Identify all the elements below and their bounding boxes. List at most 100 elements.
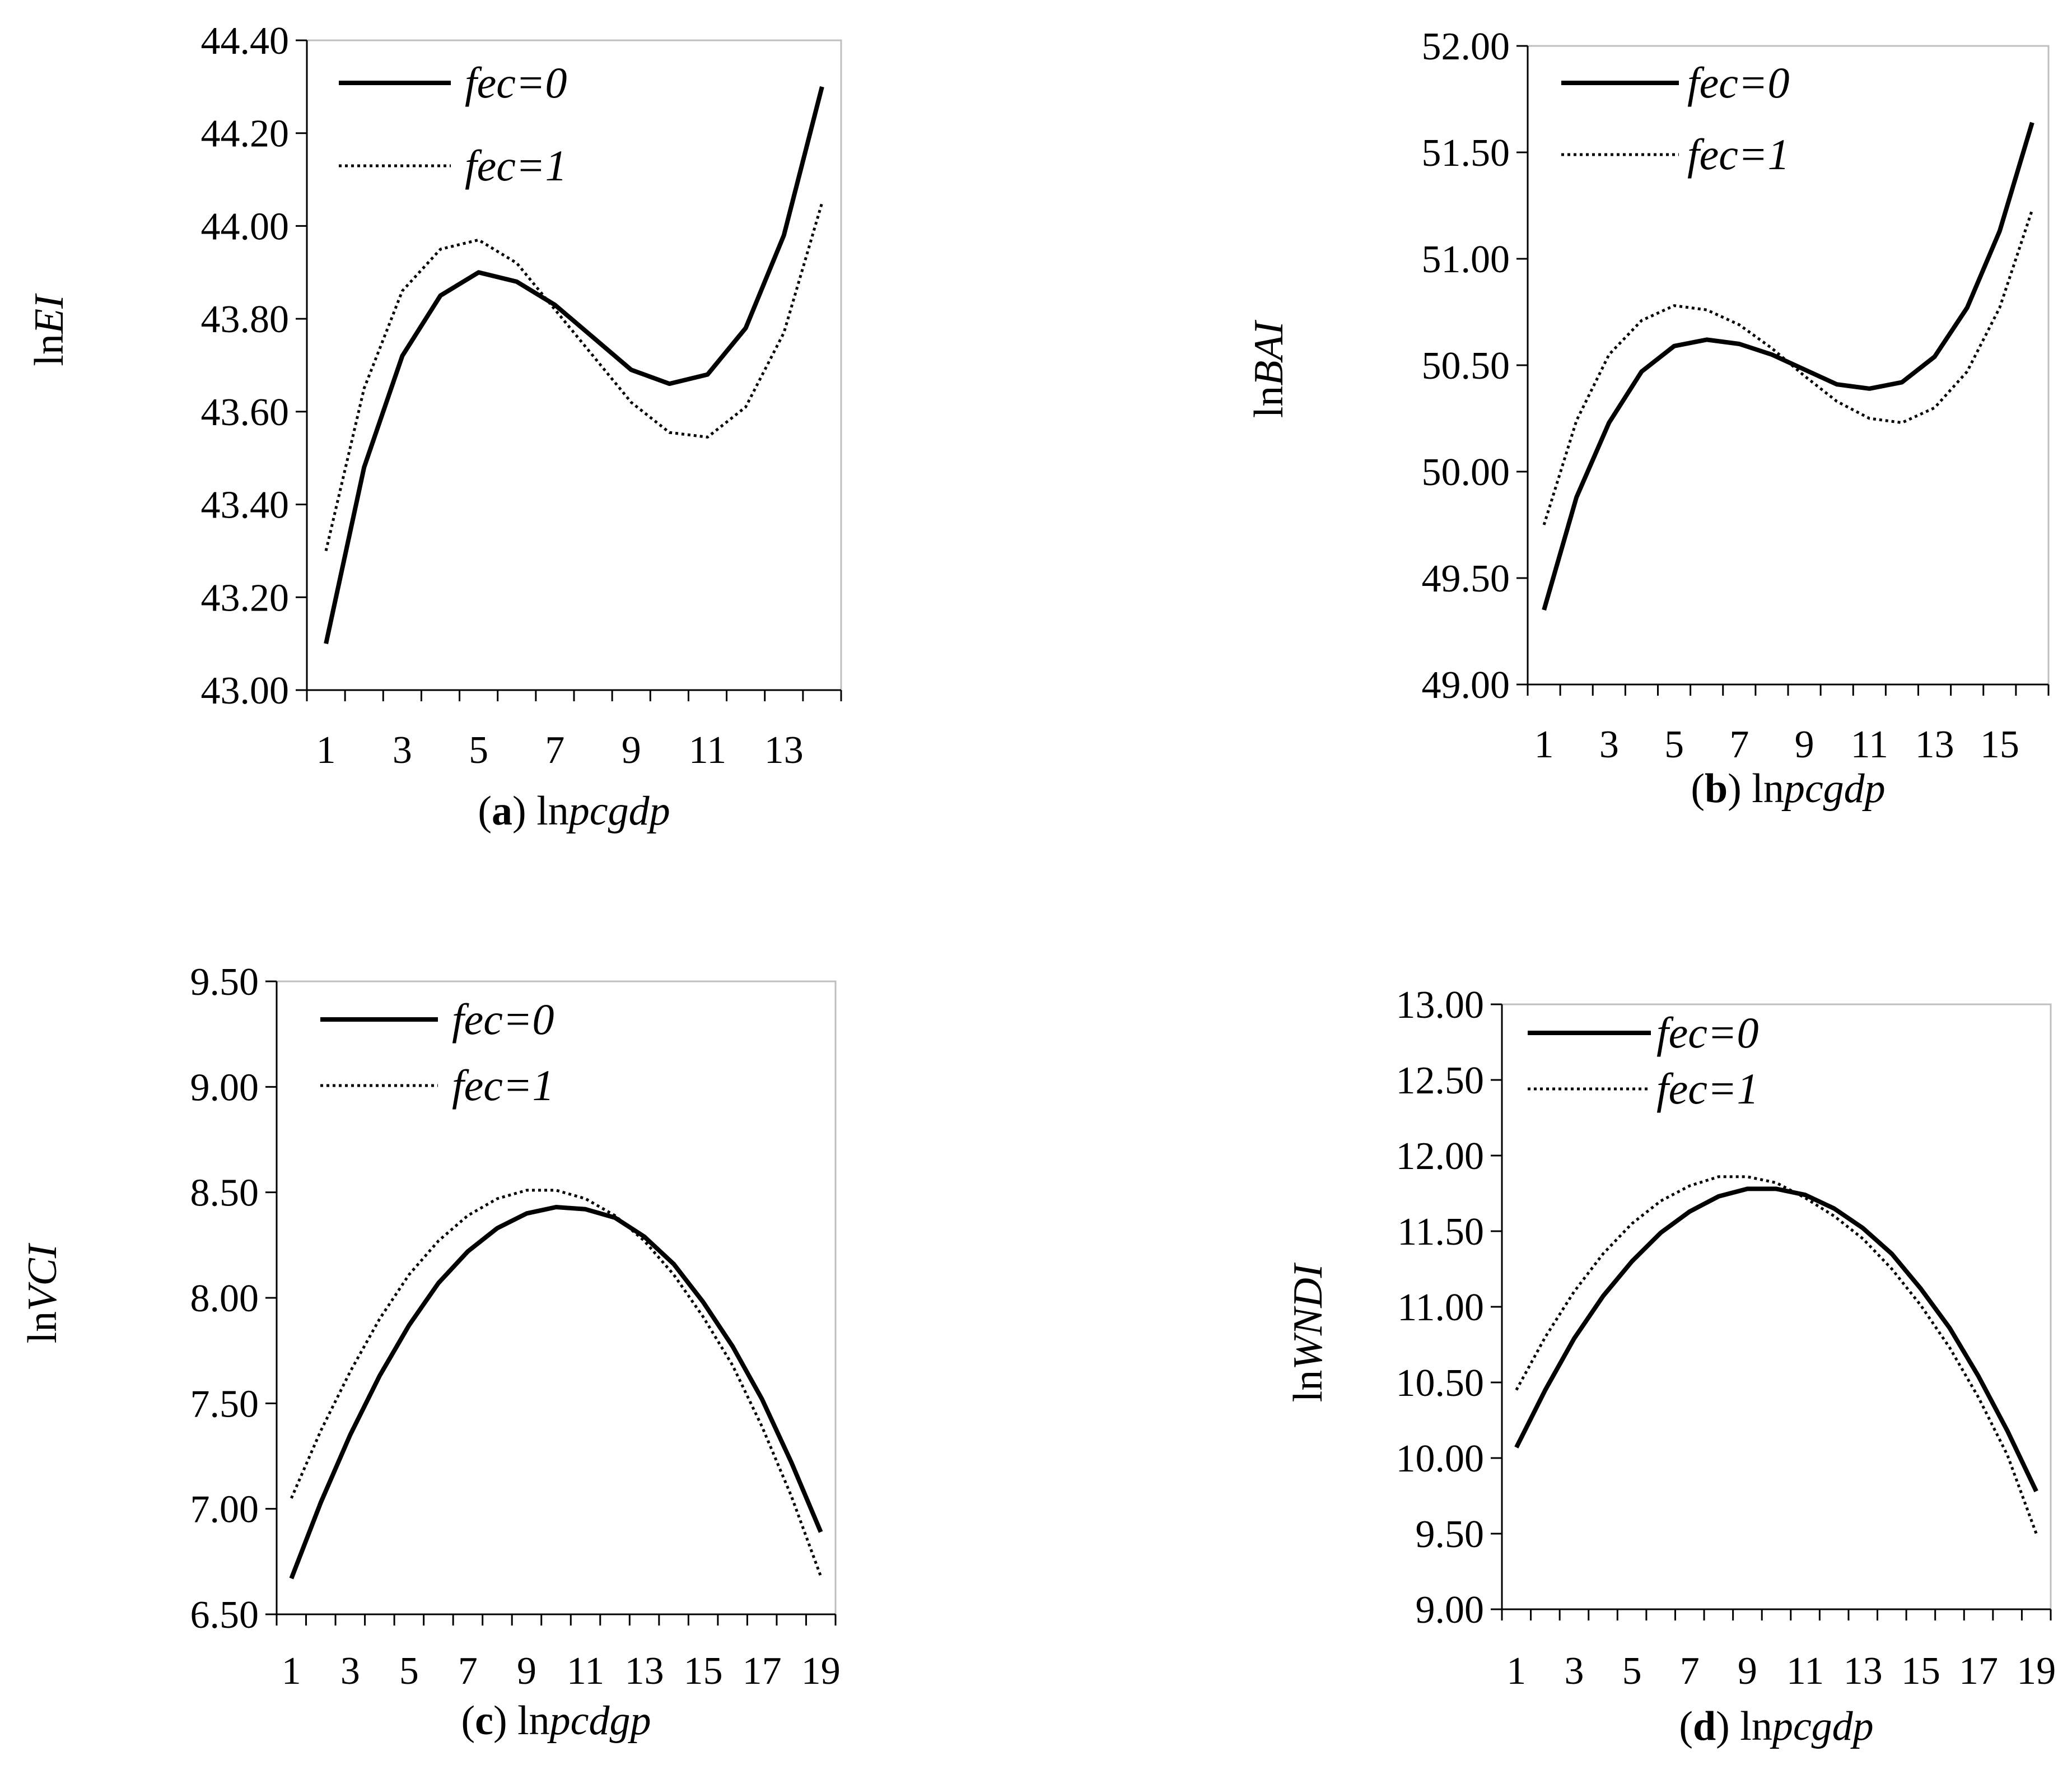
y-tick-label: 9.00 <box>1416 1589 1485 1632</box>
y-tick-label: 12.50 <box>1396 1059 1485 1102</box>
x-tick-label: 3 <box>393 729 412 772</box>
x-tick-label: 11 <box>689 729 726 772</box>
series-line-fec-0 <box>289 1205 823 1580</box>
series-line-fec-1 <box>324 202 824 551</box>
x-tick-label: 13 <box>1844 1650 1883 1693</box>
y-tick-label: 10.50 <box>1396 1362 1485 1405</box>
x-tick-label: 11 <box>1851 723 1888 766</box>
y-tick-label: 50.50 <box>1422 344 1510 388</box>
y-tick-label: 8.50 <box>190 1172 259 1215</box>
series-line-fec-0 <box>1542 122 2034 611</box>
y-tick-label: 51.00 <box>1422 238 1510 281</box>
x-tick-label: 5 <box>399 1650 419 1693</box>
y-axis-title: lnEI <box>26 293 72 366</box>
x-axis-title: (c) lnpcdgp <box>461 1698 651 1744</box>
x-tick-label: 5 <box>1664 723 1684 766</box>
y-tick-label: 43.40 <box>201 484 290 527</box>
y-axis-title: lnVCI <box>20 1242 66 1343</box>
x-tick-label: 11 <box>1786 1650 1824 1693</box>
x-tick-label: 7 <box>1680 1650 1700 1693</box>
x-tick-label: 7 <box>458 1650 478 1693</box>
y-tick-label: 49.50 <box>1422 557 1510 600</box>
chart-panel-a: 43.00 43.20 43.40 43.60 43.80 44.00 44.20 44.40… <box>26 20 842 834</box>
x-axis-title: (b) lnpcgdp <box>1691 766 1885 812</box>
y-tick-label: 44.20 <box>201 113 290 156</box>
y-tick-label: 12.00 <box>1396 1135 1485 1178</box>
series-line-fec-1 <box>290 1189 823 1577</box>
x-tick-label: 3 <box>340 1650 360 1693</box>
y-tick-label: 44.00 <box>201 205 290 248</box>
x-axis-title: (a) lnpcgdp <box>478 788 670 834</box>
legend-label: fec=1 <box>1656 1064 1759 1113</box>
plot-area-border <box>306 39 842 691</box>
series-line-fec-1 <box>1542 209 2034 525</box>
y-tick-label: 9.50 <box>190 961 259 1004</box>
x-tick-label: 19 <box>2017 1650 2056 1693</box>
y-axis-title: lnWNDI <box>1285 1262 1331 1402</box>
y-tick-label: 52.00 <box>1422 25 1510 68</box>
chart-panel-d: 9.00 9.50 10.00 10.50 11.00 11.50 12.00 12.50 13… <box>1285 984 2056 1749</box>
x-axis-title: (d) lnpcgdp <box>1679 1703 1873 1749</box>
y-tick-label: 43.00 <box>201 669 290 712</box>
x-tick-label: 1 <box>1506 1650 1526 1693</box>
x-tick-label: 17 <box>1959 1650 1998 1693</box>
legend-label: fec=0 <box>1656 1008 1759 1057</box>
x-tick-label: 9 <box>1738 1650 1757 1693</box>
y-tick-label: 13.00 <box>1396 984 1485 1027</box>
x-tick-label: 17 <box>743 1650 782 1693</box>
y-tick-label: 43.60 <box>201 391 290 434</box>
x-tick-label: 9 <box>1795 723 1814 766</box>
x-tick-label: 3 <box>1564 1650 1584 1693</box>
x-tick-label: 15 <box>684 1650 723 1693</box>
legend-label: fec=0 <box>1687 58 1790 107</box>
legend-label: fec=1 <box>452 1061 554 1110</box>
y-tick-label: 7.50 <box>190 1382 259 1426</box>
legend-label: fec=0 <box>452 995 554 1044</box>
y-tick-label: 49.00 <box>1422 664 1510 707</box>
y-tick-label: 9.50 <box>1416 1513 1485 1556</box>
x-tick-label: 5 <box>469 729 488 772</box>
y-tick-label: 51.50 <box>1422 132 1510 175</box>
legend-label: fec=0 <box>465 58 567 107</box>
x-tick-label: 3 <box>1599 723 1619 766</box>
y-tick-label: 7.00 <box>190 1488 259 1531</box>
legend: fec=0 fec=1 <box>320 995 554 1110</box>
series-line-fec-0 <box>1514 1186 2038 1493</box>
y-tick-label: 11.50 <box>1397 1210 1484 1254</box>
x-tick-label: 11 <box>567 1650 604 1693</box>
y-tick-label: 10.00 <box>1396 1437 1485 1480</box>
legend-label: fec=1 <box>465 141 567 190</box>
legend: fec=0 fec=1 <box>1528 1008 1759 1113</box>
y-tick-label: 8.00 <box>190 1277 259 1320</box>
y-tick-label: 43.80 <box>201 298 290 341</box>
legend-label: fec=1 <box>1687 130 1790 179</box>
legend: fec=0 fec=1 <box>1561 58 1790 179</box>
y-tick-label: 43.20 <box>201 576 290 620</box>
x-tick-label: 7 <box>1729 723 1749 766</box>
x-tick-label: 15 <box>1901 1650 1940 1693</box>
x-tick-label: 13 <box>764 729 804 772</box>
x-tick-label: 9 <box>517 1650 536 1693</box>
x-tick-label: 1 <box>316 729 336 772</box>
y-axis-title: lnBAI <box>1246 319 1292 418</box>
plot-area-border <box>1501 1003 2052 1610</box>
x-tick-label: 9 <box>622 729 641 772</box>
x-tick-label: 5 <box>1622 1650 1642 1693</box>
x-tick-label: 1 <box>1534 723 1554 766</box>
x-tick-label: 1 <box>282 1650 301 1693</box>
y-tick-label: 11.00 <box>1397 1286 1484 1329</box>
plot-area-border <box>276 980 837 1615</box>
x-tick-label: 13 <box>625 1650 664 1693</box>
legend: fec=0 fec=1 <box>339 58 567 190</box>
y-tick-label: 50.00 <box>1422 451 1510 494</box>
x-tick-label: 7 <box>545 729 564 772</box>
x-tick-label: 13 <box>1915 723 1954 766</box>
x-tick-label: 15 <box>1980 723 2019 766</box>
y-tick-label: 44.40 <box>201 20 290 63</box>
series-line-fec-0 <box>324 86 824 644</box>
y-tick-label: 9.00 <box>190 1066 259 1109</box>
series-line-fec-1 <box>1515 1175 2038 1534</box>
chart-panel-c: 6.507.007.508.008.509.009.501 3 5 7 9 11 13 15 1… <box>20 961 841 1744</box>
